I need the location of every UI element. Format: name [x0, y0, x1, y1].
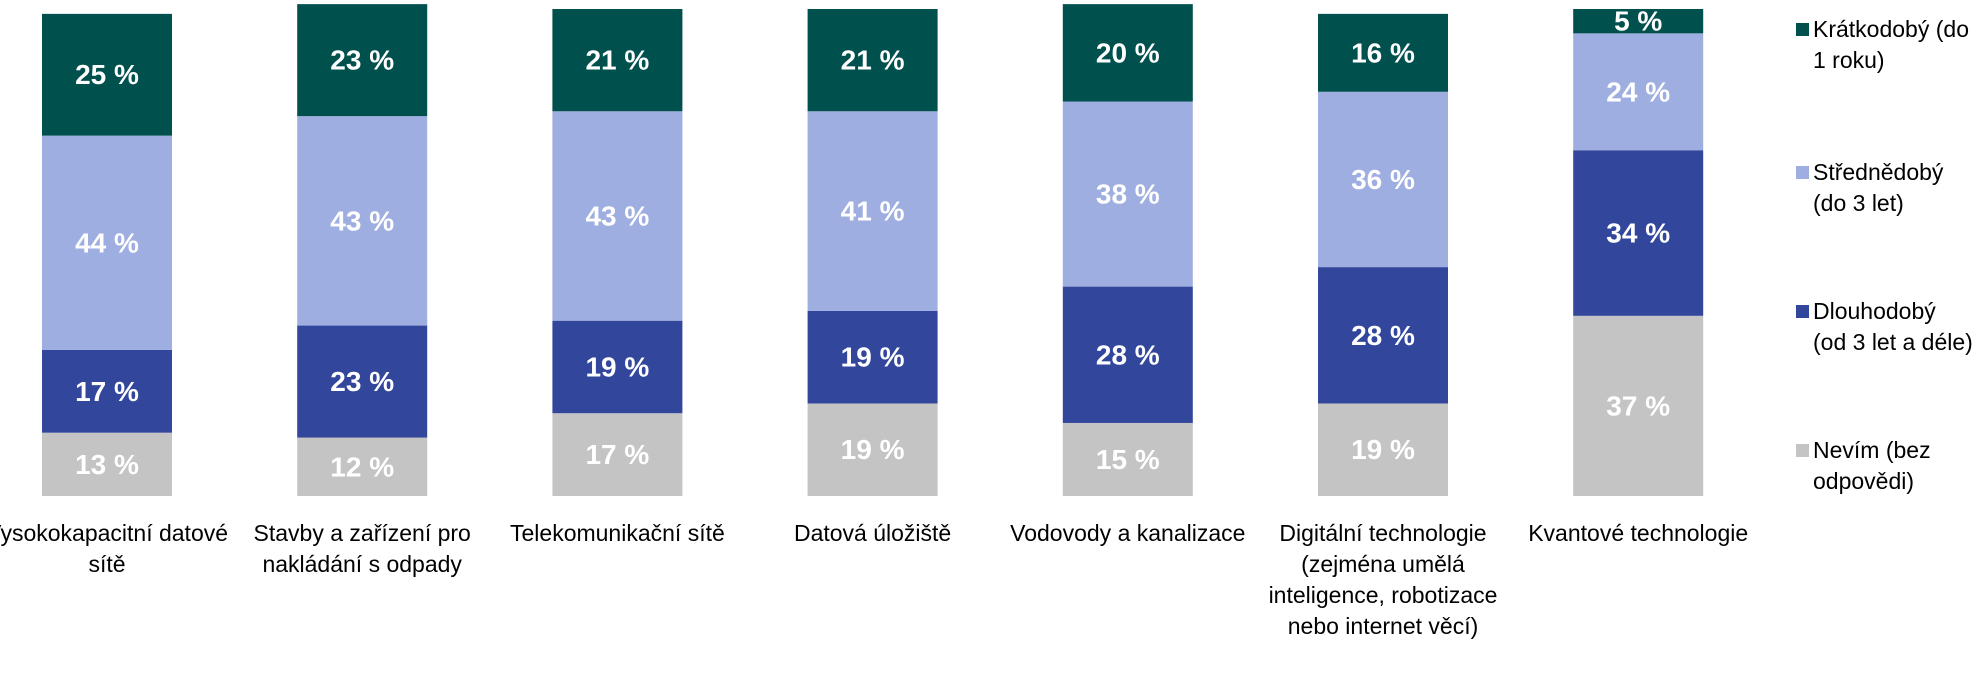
legend-swatch — [1796, 23, 1809, 36]
bar-segment — [42, 349, 172, 433]
value-label: 38 % — [1096, 179, 1160, 210]
value-label: 15 % — [1096, 444, 1160, 475]
value-label: 21 % — [841, 45, 905, 76]
value-label: 21 % — [585, 45, 649, 76]
bar-segment — [807, 9, 938, 112]
category-label: Kvantové technologie — [1528, 520, 1749, 546]
bar-segment — [42, 135, 172, 350]
bar-segment — [1573, 150, 1704, 316]
category-label: Vysokokapacitní datové sítě — [0, 520, 229, 577]
value-label: 16 % — [1351, 37, 1415, 68]
value-label: 13 % — [75, 449, 139, 480]
value-label: 23 % — [330, 366, 394, 397]
legend-swatch — [1796, 444, 1809, 457]
bar-segment — [1573, 33, 1704, 151]
value-label: 19 % — [1351, 434, 1415, 465]
value-label: 24 % — [1606, 76, 1670, 107]
bar-segment — [552, 413, 683, 496]
value-label: 37 % — [1606, 390, 1670, 421]
bar-segment — [1318, 13, 1448, 92]
bar-segment — [297, 325, 428, 438]
legend-swatch — [1796, 305, 1809, 318]
bar-segment — [297, 437, 428, 496]
value-label: 36 % — [1351, 164, 1415, 195]
bar-segment — [1062, 4, 1193, 102]
bar-segment — [552, 111, 683, 321]
bar-segment — [552, 9, 683, 112]
bar-segment — [807, 111, 938, 311]
bar-segment — [1318, 91, 1448, 268]
value-label: 28 % — [1351, 320, 1415, 351]
value-label: 5 % — [1614, 6, 1662, 37]
bar-segment — [1062, 422, 1193, 496]
value-label: 19 % — [585, 351, 649, 382]
value-label: 19 % — [841, 434, 905, 465]
value-label: 28 % — [1096, 339, 1160, 370]
value-label: 25 % — [75, 59, 139, 90]
legend-label: Krátkodobý (do 1 roku) — [1813, 16, 1969, 73]
legend-label: Nevím (bez odpovědi) — [1813, 437, 1931, 494]
legend-swatch — [1796, 166, 1809, 179]
bar-segment — [1573, 9, 1704, 34]
category-label: Vodovody a kanalizace — [1010, 520, 1246, 546]
bar-segment — [807, 403, 938, 496]
value-label: 17 % — [585, 439, 649, 470]
value-label: 17 % — [75, 376, 139, 407]
bar-segment — [42, 13, 172, 136]
category-label: Telekomunikační sítě — [510, 520, 725, 546]
bar-segment — [552, 320, 683, 414]
category-label: Stavby a zařízení pro nakládání s odpady — [253, 520, 471, 577]
value-label: 23 % — [330, 45, 394, 76]
bar-segment — [1318, 267, 1448, 404]
value-label: 20 % — [1096, 37, 1160, 68]
bar-segment — [807, 310, 938, 404]
category-label: Digitální technologie (zejména umělá int… — [1268, 520, 1498, 639]
bar-segment — [297, 4, 428, 117]
bar-segment — [1062, 101, 1193, 287]
value-label: 41 % — [841, 196, 905, 227]
value-label: 12 % — [330, 451, 394, 482]
value-label: 44 % — [75, 227, 139, 258]
category-label: Datová úložiště — [793, 520, 952, 546]
value-label: 43 % — [585, 200, 649, 231]
bar-segment — [1318, 403, 1448, 496]
value-label: 34 % — [1606, 218, 1670, 249]
bar-segment — [1573, 315, 1704, 496]
bar-segment — [297, 116, 428, 326]
value-label: 19 % — [841, 342, 905, 373]
value-label: 43 % — [330, 205, 394, 236]
legend-label: Dlouhodobý (od 3 let a déle) — [1813, 298, 1973, 355]
bar-segment — [1062, 286, 1193, 423]
legend-label: Střednědobý (do 3 let) — [1813, 159, 1944, 216]
bar-segment — [42, 432, 172, 496]
